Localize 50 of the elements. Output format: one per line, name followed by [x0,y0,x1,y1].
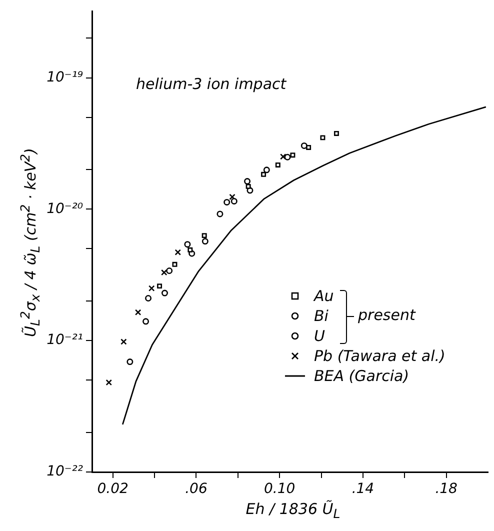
y-tick-label: 10⁻²¹ [46,332,83,348]
point [188,247,193,252]
point [334,130,339,136]
x-tick-label: .18 [435,481,458,498]
point [261,172,266,177]
annotation: present [358,306,416,324]
x-tick-label: .14 [352,481,374,498]
legend-label: U [314,326,325,346]
legend-label: Bi [314,306,328,326]
x-tick-label: 0.02 [97,481,129,498]
point [160,269,168,276]
point [120,338,127,345]
point [290,152,296,158]
point [280,154,286,160]
point [202,238,208,245]
point [142,318,150,325]
point [202,233,207,238]
y-tick-label: 10⁻²² [46,464,84,480]
point [145,295,152,302]
point [263,166,270,174]
x-axis-title: Eh / 1836 Ũ$_{L}$ [244,500,342,521]
y-tick-label: 10⁻¹⁹ [46,69,84,86]
point [106,379,112,386]
annotation: helium-3 ion impact [136,75,286,93]
point [244,178,251,185]
point [246,184,251,189]
point [229,194,236,200]
x-tick-label: .06 [185,481,208,498]
point [306,144,312,150]
point [148,285,155,292]
point [284,154,291,160]
point [300,142,308,149]
point [224,198,230,206]
point [275,162,280,168]
legend-label: BEA (Garcia) [314,366,410,386]
point [172,262,178,267]
legend-label: Au [314,286,334,306]
point [216,210,224,218]
point [230,198,238,204]
legend-label: Pb (Tawara et al.) [314,346,446,366]
point [134,309,142,316]
point [320,135,326,140]
point [184,241,191,248]
point [126,358,134,366]
point [161,290,168,296]
x-tick-label: 0.10 [264,481,296,498]
y-tick-label: 10⁻²⁰ [46,200,84,217]
point [174,249,181,256]
point [166,268,173,274]
point [157,284,162,289]
